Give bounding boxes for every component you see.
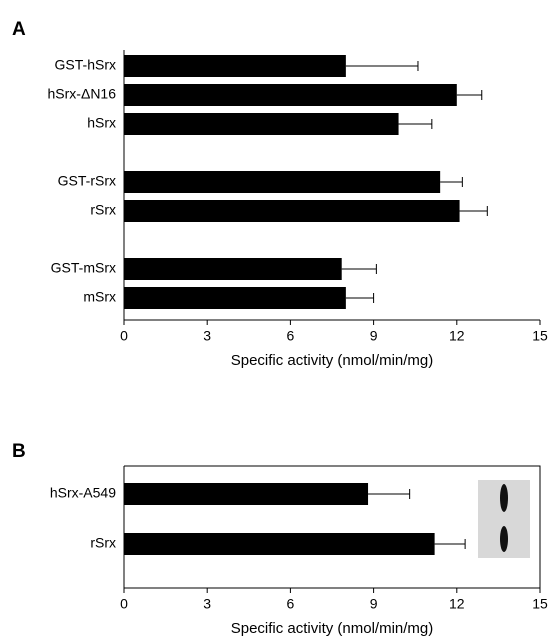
page: {"chart_data": [ {"type": "bar", "orient… <box>0 0 553 642</box>
bar <box>124 113 399 135</box>
bar <box>124 533 435 555</box>
error-bar <box>368 489 410 499</box>
x-tick-label: 3 <box>203 596 211 612</box>
blot-band <box>500 484 508 512</box>
figure: A GST-hSrx hSrx-ΔN16 hSrx GST-rSrx rSrx GST-mS… <box>0 0 553 642</box>
bar <box>124 55 346 77</box>
x-tick-label: 12 <box>449 328 465 344</box>
x-tick-label: 6 <box>287 596 295 612</box>
error-bar <box>346 293 374 303</box>
error-bar <box>399 119 432 129</box>
y-tick-label: GST-rSrx <box>58 173 116 189</box>
blot-inset <box>478 480 530 558</box>
y-tick-label: rSrx <box>90 535 116 551</box>
x-tick-label: 15 <box>532 328 548 344</box>
bar <box>124 84 457 106</box>
x-tick-label: 15 <box>532 596 548 612</box>
y-tick-label: mSrx <box>83 289 116 305</box>
error-bar <box>460 206 488 216</box>
bar <box>124 483 368 505</box>
y-tick-label: hSrx <box>87 115 116 131</box>
blot-band <box>500 526 508 552</box>
x-tick-label: 9 <box>370 596 378 612</box>
bar <box>124 171 440 193</box>
error-bar <box>435 539 466 549</box>
error-bar <box>440 177 462 187</box>
x-tick-label: 0 <box>120 328 128 344</box>
y-tick-label: GST-mSrx <box>51 260 116 276</box>
y-tick-label: GST-hSrx <box>55 57 116 73</box>
error-bar <box>342 264 377 274</box>
error-bar <box>457 90 482 100</box>
x-tick-label: 6 <box>287 328 295 344</box>
x-tick-label: 9 <box>370 328 378 344</box>
y-tick-label: hSrx-ΔN16 <box>48 86 117 102</box>
bar <box>124 258 342 280</box>
bar <box>124 287 346 309</box>
x-tick-label: 0 <box>120 596 128 612</box>
x-axis-label: Specific activity (nmol/min/mg) <box>231 352 434 369</box>
x-axis-label: Specific activity (nmol/min/mg) <box>231 620 434 637</box>
bar <box>124 200 460 222</box>
y-tick-label: hSrx-A549 <box>50 485 116 501</box>
x-tick-label: 3 <box>203 328 211 344</box>
panel-label: A <box>12 19 26 40</box>
y-tick-label: rSrx <box>90 202 116 218</box>
panel-label: B <box>12 441 26 462</box>
x-tick-label: 12 <box>449 596 465 612</box>
error-bar <box>346 61 418 71</box>
